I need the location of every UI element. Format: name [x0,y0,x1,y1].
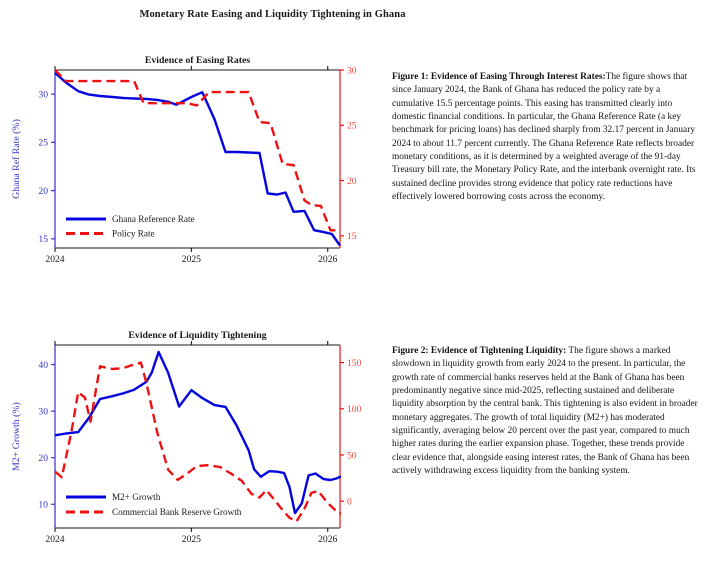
figure2-caption: Figure 2: Evidence of Tightening Liquidi… [392,345,702,478]
left-axis: 15 20 25 30 [38,89,55,245]
x-tick-label: 2026 [318,254,337,265]
right-tick-label: 25 [347,121,357,132]
figure2-caption-body: The figure shows a marked slowdown in li… [392,346,698,477]
figure1-caption-body: The figure shows that since January 2024… [392,72,696,203]
left-axis: 10 20 30 40 [38,360,55,511]
x-tick-label: 2025 [182,254,201,265]
left-axis-title: Ghana Ref Rate (%) [11,119,22,199]
legend-label-ghana-reference-rate: Ghana Reference Rate [112,214,195,224]
right-axis: 0 50 100 150 [340,358,362,507]
right-tick-label: 15 [347,231,357,242]
left-tick-label: 40 [38,360,48,371]
chart-liquidity-tightening: Evidence of Liquidity Tightening 2024 2025… [11,330,362,545]
series-ghana-reference-rate-line [54,71,341,247]
right-axis: 15 20 25 30 [340,65,357,242]
series-policy-rate-line [54,69,340,232]
x-axis: 2024 2025 2026 [45,66,338,265]
x-tick-label: 2025 [182,534,201,545]
series-m2-growth-line [54,350,341,515]
x-axis: 2024 2025 2026 [45,341,338,545]
left-tick-label: 15 [38,234,48,245]
x-tick-label: 2024 [45,254,64,265]
right-tick-label: 50 [347,450,357,461]
right-tick-label: 100 [347,404,362,415]
left-tick-label: 30 [38,89,48,100]
x-tick-label: 2024 [45,534,64,545]
chart-title: Evidence of Liquidity Tightening [128,330,266,341]
left-tick-label: 30 [38,406,48,417]
right-tick-label: 20 [347,176,357,187]
legend: Ghana Reference Rate Policy Rate [66,214,195,239]
legend-label-commercial-bank-reserve-growth: Commercial Bank Reserve Growth [112,507,242,517]
left-tick-label: 20 [38,453,48,464]
legend-label-m2-growth: M2+ Growth [112,492,161,502]
legend-label-policy-rate: Policy Rate [112,229,155,239]
right-tick-label: 150 [347,358,362,369]
series-commercial-bank-reserve-growth-line [54,361,341,523]
left-tick-label: 20 [38,186,48,197]
legend: M2+ Growth Commercial Bank Reserve Growth [66,492,242,517]
left-tick-label: 10 [38,500,48,511]
right-tick-label: 30 [347,65,357,76]
chart-title: Evidence of Easing Rates [145,55,251,66]
figure2-caption-heading: Figure 2: Evidence of Tightening Liquidi… [392,346,567,356]
left-tick-label: 25 [38,138,48,149]
left-axis-title: M2+ Growth (%) [11,402,22,471]
figure1-caption: Figure 1: Evidence of Easing Through Int… [392,71,702,204]
figure1-caption-heading: Figure 1: Evidence of Easing Through Int… [392,72,606,82]
x-tick-label: 2026 [318,534,337,545]
right-tick-label: 0 [347,496,352,507]
page-title: Monetary Rate Easing and Liquidity Tight… [139,9,406,20]
